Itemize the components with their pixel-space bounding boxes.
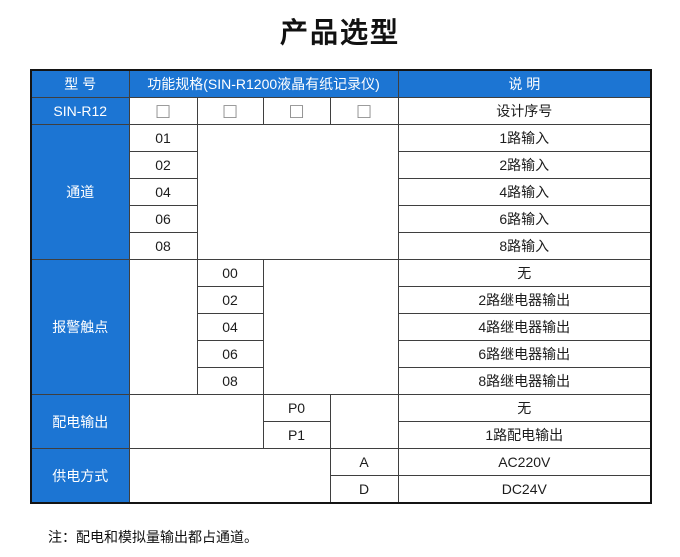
- table-row: 02 2路输入: [31, 151, 652, 179]
- model-code-cell: SIN-R12: [30, 97, 130, 125]
- group-label-channels-cell: 通道: [30, 124, 130, 260]
- table-row: 06 6路继电器输出: [31, 340, 652, 368]
- desc-cell: 2路继电器输出: [397, 286, 652, 314]
- table-row: 配电输出 P0 无: [30, 394, 652, 449]
- table-row: 04 4路输入: [31, 178, 652, 206]
- checkbox-cell: □: [329, 97, 399, 125]
- group-label-alarm-cell: 报警触点: [30, 259, 130, 395]
- empty-cell: [196, 124, 399, 260]
- table-row: 08 8路继电器输出: [31, 367, 652, 395]
- header-row: 型 号 功能规格(SIN-R1200液晶有纸记录仪) 说 明: [30, 69, 652, 98]
- empty-cell: [128, 394, 264, 449]
- header-spec-cell: 功能规格(SIN-R1200液晶有纸记录仪): [128, 69, 399, 98]
- code-cell: A: [329, 448, 399, 476]
- footnote-text: 注：配电和模拟量输出都占通道。: [48, 529, 258, 545]
- desc-cell: 2路输入: [397, 151, 652, 179]
- desc-cell: 1路配电输出: [397, 421, 652, 449]
- empty-checkbox-icon: □: [154, 100, 172, 121]
- code-cell: 02: [128, 151, 198, 179]
- group-label-power-cell: 供电方式: [30, 448, 130, 504]
- desc-cell: 8路继电器输出: [397, 367, 652, 395]
- table-row: 08 8路输入: [31, 232, 652, 260]
- empty-cell: [329, 394, 399, 449]
- code-cell: 02: [196, 286, 264, 314]
- product-selection-table: 型 号 功能规格(SIN-R1200液晶有纸记录仪) 说 明 SIN-R12 □…: [30, 69, 653, 504]
- code-cell: 06: [196, 340, 264, 368]
- code-cell: 08: [196, 367, 264, 395]
- header-model-cell: 型 号: [30, 69, 130, 98]
- checkbox-cell: □: [128, 97, 198, 125]
- model-row: SIN-R12 □ □ □ □ 设计序号: [30, 97, 652, 125]
- desc-cell: 1路输入: [397, 124, 652, 152]
- table-row: 报警触点 00 无: [30, 259, 652, 395]
- empty-cell: [128, 259, 198, 395]
- group-label-distribution-cell: 配电输出: [30, 394, 130, 449]
- desc-cell: 设计序号: [397, 97, 652, 125]
- empty-cell: [128, 448, 331, 504]
- desc-cell: 6路继电器输出: [397, 340, 652, 368]
- desc-cell: 6路输入: [397, 205, 652, 233]
- code-cell: D: [329, 475, 399, 504]
- desc-cell: 无: [397, 394, 652, 422]
- desc-cell: AC220V: [397, 448, 652, 476]
- desc-cell: 4路输入: [397, 178, 652, 206]
- page-title: 产品选型: [279, 17, 400, 48]
- table-row: D DC24V: [31, 475, 652, 504]
- desc-cell: DC24V: [397, 475, 652, 504]
- desc-cell: 4路继电器输出: [397, 313, 652, 341]
- empty-checkbox-icon: □: [221, 100, 239, 121]
- table-row: 通道 01 1路输入: [30, 124, 652, 260]
- code-cell: 06: [128, 205, 198, 233]
- code-cell: P1: [262, 421, 331, 449]
- code-cell: 04: [196, 313, 264, 341]
- empty-checkbox-icon: □: [355, 100, 373, 121]
- header-desc-cell: 说 明: [397, 69, 652, 98]
- table-row: 04 4路继电器输出: [31, 313, 652, 341]
- code-cell: 08: [128, 232, 198, 260]
- code-cell: P0: [262, 394, 331, 422]
- code-cell: 00: [196, 259, 264, 287]
- empty-cell: [262, 259, 399, 395]
- table-row: 供电方式 A AC220V: [30, 448, 652, 504]
- table-row: 06 6路输入: [31, 205, 652, 233]
- table-row: 02 2路继电器输出: [31, 286, 652, 314]
- checkbox-cell: □: [262, 97, 331, 125]
- code-cell: 04: [128, 178, 198, 206]
- desc-cell: 8路输入: [397, 232, 652, 260]
- desc-cell: 无: [397, 259, 652, 287]
- code-cell: 01: [128, 124, 198, 152]
- checkbox-cell: □: [196, 97, 264, 125]
- empty-checkbox-icon: □: [288, 100, 305, 121]
